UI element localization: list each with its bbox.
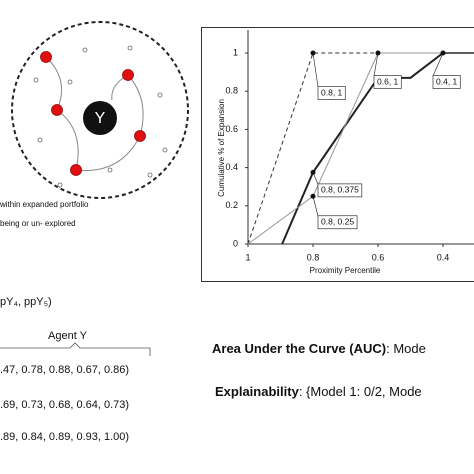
agent-label: Y <box>95 110 106 127</box>
data-point <box>310 50 316 56</box>
annotation-box <box>317 215 358 230</box>
y-tick-label: 0.6 <box>225 124 238 134</box>
path <box>56 109 79 171</box>
expanded-nodes <box>40 51 146 176</box>
node <box>37 137 43 143</box>
path <box>45 56 63 111</box>
leader-line <box>312 196 319 217</box>
brace <box>0 342 151 356</box>
data-point <box>375 50 381 56</box>
annotation-box <box>432 75 461 89</box>
auc-text: : Mode <box>386 341 426 356</box>
leader-line <box>312 52 319 88</box>
node <box>57 182 63 188</box>
x-tick-label: 0.4 <box>437 252 450 262</box>
node <box>107 167 113 173</box>
agent-node <box>83 101 117 135</box>
node <box>134 130 146 142</box>
node <box>147 172 153 178</box>
chart-frame <box>201 27 474 282</box>
path <box>127 74 144 137</box>
data-point <box>310 193 316 199</box>
data-point <box>310 169 316 175</box>
table-header: pY₄, ppY₅) <box>0 296 52 308</box>
node <box>70 164 82 176</box>
auc-line: Area Under the Curve (AUC): Mode <box>212 341 426 356</box>
x-tick-label: 0.8 <box>307 252 320 262</box>
y-tick-label: 0.4 <box>225 162 238 172</box>
y-tick-label: 0 <box>233 238 238 248</box>
legend-text: within expanded portfolio <box>0 200 89 209</box>
table-row: .69, 0.73, 0.68, 0.64, 0.73) <box>0 399 129 411</box>
node <box>40 51 52 63</box>
node <box>33 77 39 83</box>
node <box>157 92 163 98</box>
data-point <box>440 50 446 56</box>
node <box>51 104 63 116</box>
node <box>127 45 133 51</box>
node <box>162 147 168 153</box>
node <box>82 47 88 53</box>
annotation-box <box>317 86 346 100</box>
leader-line <box>432 52 444 77</box>
legend-text: being or un- explored <box>0 219 76 228</box>
annotation-box <box>317 183 363 198</box>
portfolio-boundary <box>11 21 189 199</box>
x-axis-label: Proximity Percentile <box>310 266 381 275</box>
x-tick-label: 1 <box>245 252 250 262</box>
annotation-label: 0.6, 1 <box>377 76 399 86</box>
annotation-label: 0.8, 0.25 <box>321 217 354 227</box>
annotation-label: 0.8, 0.375 <box>321 185 359 195</box>
chart: 0 0.2 0.4 0.6 0.8 1 1 0.8 0.6 0.4 0.8, 1 0.6, 1 0.4,… <box>225 30 474 262</box>
annotation-box <box>373 75 402 89</box>
y-tick-label: 1 <box>233 47 238 57</box>
annotation-label: 0.8, 1 <box>321 87 343 97</box>
y-axis-label: Cumulative % of Expansion <box>217 99 226 197</box>
annotation-label: 0.4, 1 <box>436 76 458 86</box>
explain-label: Explainability <box>215 384 300 399</box>
node <box>67 79 73 85</box>
leader-line <box>373 52 379 77</box>
y-tick-label: 0.8 <box>225 86 238 96</box>
column-label: Agent Y <box>48 330 88 342</box>
explain-line: Explainability: {Model 1: 0/2, Mode <box>215 384 422 399</box>
x-tick-label: 0.6 <box>372 252 385 262</box>
series-line <box>247 52 474 245</box>
node <box>122 69 134 81</box>
table-row: .89, 0.84, 0.89, 0.93, 1.00) <box>0 431 129 443</box>
y-tick-label: 0.2 <box>225 200 238 210</box>
unexplored-nodes <box>33 45 168 188</box>
path <box>75 135 141 172</box>
auc-label: Area Under the Curve (AUC) <box>212 341 386 356</box>
table-row: .47, 0.78, 0.88, 0.67, 0.86) <box>0 364 129 376</box>
explain-text: : {Model 1: 0/2, Mode <box>299 384 422 399</box>
